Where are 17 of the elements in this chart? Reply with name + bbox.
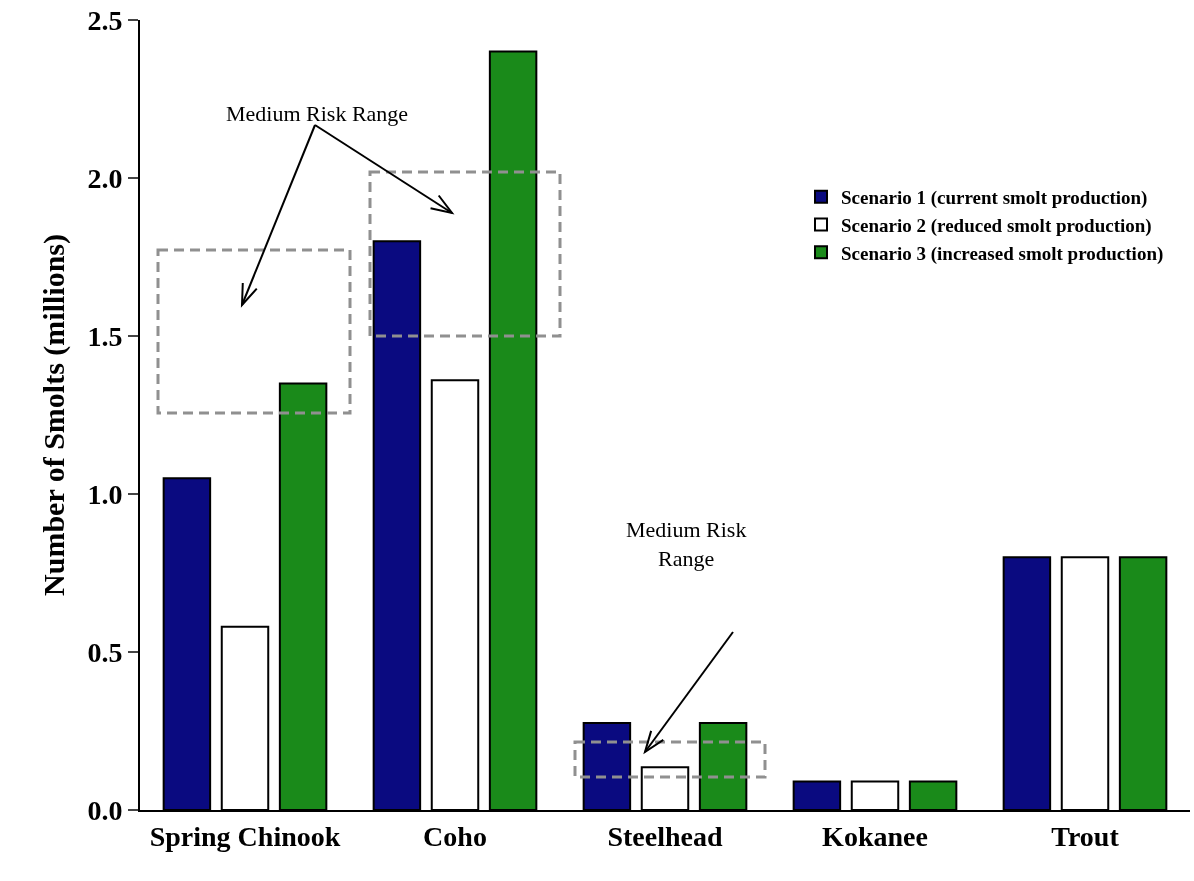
y-tick-label: 1.0 [87, 478, 123, 510]
annotation: Medium Risk Range [226, 101, 409, 126]
legend-label: Scenario 2 (reduced smolt production) [841, 214, 1152, 237]
annotation: Medium Risk Range [626, 517, 747, 571]
y-tick-label: 2.5 [87, 4, 123, 36]
legend-label: Scenario 1 (current smolt production) [841, 187, 1148, 210]
legend-label: Scenario 3 (increased smolt production) [841, 242, 1164, 265]
y-tick-label: 0.0 [87, 794, 123, 826]
x-tick-label: Coho [423, 820, 487, 852]
y-tick-label: 1.5 [87, 320, 123, 352]
y-tick-label: 0.5 [87, 636, 123, 668]
x-tick-label: Steelhead [607, 820, 723, 852]
y-axis-title: Number of Smolts (millions) [36, 234, 71, 596]
y-tick-label: 2.0 [87, 162, 123, 194]
x-tick-label: Kokanee [822, 820, 928, 852]
x-tick-label: Trout [1051, 820, 1120, 852]
x-tick-label: Spring Chinook [149, 820, 341, 852]
